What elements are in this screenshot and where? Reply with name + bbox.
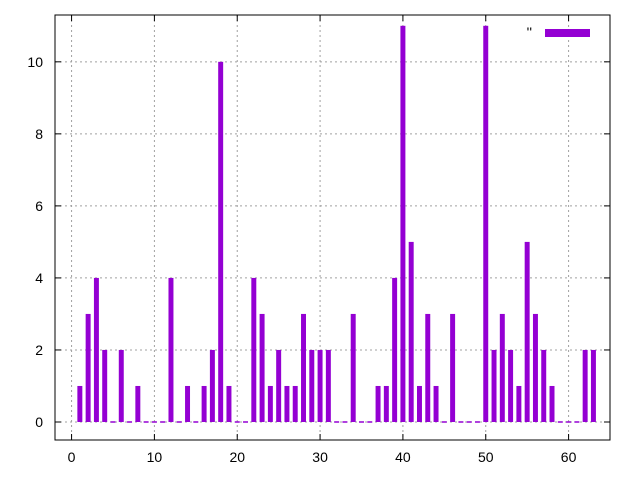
bar bbox=[93, 277, 99, 422]
bar bbox=[218, 61, 224, 422]
bar bbox=[342, 421, 348, 423]
x-tick-label: 40 bbox=[395, 449, 411, 465]
bar bbox=[102, 349, 108, 422]
bar bbox=[392, 277, 398, 422]
bar bbox=[234, 421, 240, 423]
bar bbox=[359, 421, 364, 423]
bar bbox=[582, 349, 588, 422]
y-tick-label: 8 bbox=[35, 126, 43, 142]
bar bbox=[168, 277, 174, 422]
bar bbox=[350, 313, 356, 422]
bar bbox=[193, 421, 199, 423]
bar bbox=[251, 277, 257, 422]
bar bbox=[566, 421, 572, 423]
bar bbox=[483, 25, 489, 422]
bar bbox=[375, 385, 381, 422]
bar bbox=[160, 421, 166, 423]
bar bbox=[499, 313, 505, 422]
bar bbox=[267, 385, 273, 422]
bar bbox=[425, 313, 431, 422]
bar bbox=[400, 25, 406, 422]
legend-label: '' bbox=[527, 24, 532, 40]
bar bbox=[301, 313, 306, 422]
bar bbox=[176, 421, 182, 423]
bar bbox=[334, 421, 340, 423]
bar bbox=[367, 421, 373, 423]
y-tick-label: 2 bbox=[35, 342, 43, 358]
bar-layer bbox=[77, 25, 596, 423]
bar bbox=[408, 241, 414, 422]
bar bbox=[516, 385, 522, 422]
bar bbox=[135, 385, 141, 422]
bar bbox=[474, 421, 480, 423]
bar bbox=[110, 421, 116, 423]
bar bbox=[383, 385, 389, 422]
legend: '' bbox=[527, 24, 590, 40]
bar bbox=[243, 421, 249, 423]
bar bbox=[77, 385, 83, 422]
x-tick-label: 20 bbox=[229, 449, 245, 465]
x-tick-label: 10 bbox=[147, 449, 163, 465]
bar bbox=[508, 349, 514, 422]
bar bbox=[549, 385, 555, 422]
y-tick-label: 10 bbox=[27, 54, 43, 70]
x-tick-label: 50 bbox=[478, 449, 494, 465]
bar bbox=[201, 385, 207, 422]
y-tick-label: 6 bbox=[35, 198, 43, 214]
bar bbox=[209, 349, 215, 422]
bar bbox=[185, 385, 191, 422]
bar bbox=[491, 349, 497, 422]
bar bbox=[259, 313, 265, 422]
bar bbox=[143, 421, 149, 423]
bar bbox=[524, 241, 530, 422]
bar bbox=[151, 421, 157, 423]
bar bbox=[433, 385, 439, 422]
y-tick-label: 0 bbox=[35, 414, 43, 430]
bar bbox=[532, 313, 538, 422]
bar bbox=[325, 349, 331, 422]
bar bbox=[557, 421, 563, 423]
x-tick-label: 0 bbox=[68, 449, 76, 465]
bar bbox=[574, 421, 580, 423]
bar bbox=[276, 349, 282, 422]
bar bbox=[541, 349, 547, 422]
bar bbox=[590, 349, 596, 422]
bar bbox=[127, 421, 133, 423]
legend-swatch bbox=[545, 29, 590, 37]
x-tick-label: 30 bbox=[312, 449, 328, 465]
bar bbox=[416, 385, 422, 422]
bar bbox=[441, 421, 447, 423]
bar bbox=[284, 385, 290, 422]
bar bbox=[458, 421, 464, 423]
bar bbox=[118, 349, 124, 422]
y-tick-label: 4 bbox=[35, 270, 43, 286]
bar bbox=[450, 313, 456, 422]
bar bbox=[317, 349, 323, 422]
x-tick-label: 60 bbox=[561, 449, 577, 465]
bar bbox=[226, 385, 232, 422]
axis-layer: 0 10 20 30 40 50 60 0 2 4 6 8 10 bbox=[27, 14, 611, 465]
bar bbox=[85, 313, 91, 422]
bar bbox=[309, 349, 315, 422]
plot-frame bbox=[54, 14, 611, 441]
bar bbox=[466, 421, 472, 423]
bar bbox=[292, 385, 298, 422]
